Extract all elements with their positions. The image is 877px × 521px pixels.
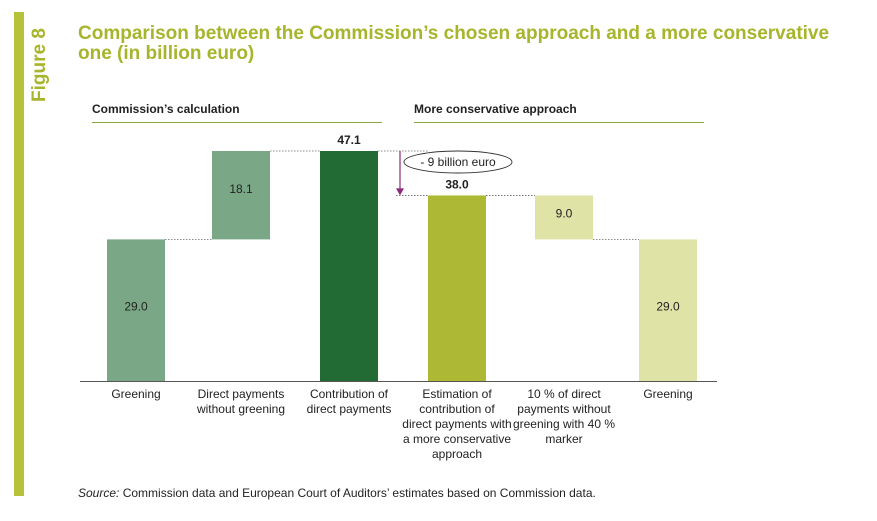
bar-3	[428, 195, 486, 381]
bar-4	[535, 195, 593, 240]
category-label-4-0: 10 % of direct	[527, 387, 601, 401]
section-heading-commission: Commission’s calculation	[92, 100, 382, 123]
section-heading-conservative: More conservative approach	[414, 100, 704, 123]
annotation-text: - 9 billion euro	[420, 155, 496, 169]
source-prefix: Source:	[78, 486, 120, 500]
category-label-3-1: contribution of	[419, 402, 495, 416]
bar-5	[639, 239, 697, 381]
value-label-5: 29.0	[656, 299, 680, 313]
category-label-4-3: marker	[545, 432, 582, 446]
figure-side-bar	[14, 12, 24, 496]
category-label-3-3: a more conservative	[403, 432, 511, 446]
category-label-3-0: Estimation of	[422, 387, 492, 401]
source-note: Source: Commission data and European Cou…	[78, 486, 596, 500]
category-label-2-1: direct payments	[307, 402, 392, 416]
bar-2	[320, 151, 378, 381]
bar-0	[107, 239, 165, 381]
category-label-3-4: approach	[432, 447, 482, 461]
value-label-4: 9.0	[556, 206, 573, 220]
annotation-ellipse	[403, 150, 513, 174]
chart-title: Comparison between the Commission’s chos…	[78, 23, 830, 64]
reduction-arrow-head	[396, 188, 404, 196]
source-text: Commission data and European Court of Au…	[119, 486, 596, 500]
value-label-3: 38.0	[445, 177, 469, 191]
value-label-1: 18.1	[229, 182, 253, 196]
category-label-2-0: Contribution of	[310, 387, 389, 401]
bar-1	[212, 151, 270, 240]
category-label-0-0: Greening	[111, 387, 160, 401]
category-label-1-0: Direct payments	[198, 387, 285, 401]
category-label-3-2: direct payments with	[402, 417, 511, 431]
category-label-5-0: Greening	[643, 387, 692, 401]
category-label-4-2: greening with 40 %	[513, 417, 615, 431]
value-label-0: 29.0	[124, 299, 148, 313]
value-label-2: 47.1	[337, 133, 361, 147]
category-label-4-1: payments without	[517, 402, 611, 416]
category-label-1-1: without greening	[196, 402, 285, 416]
